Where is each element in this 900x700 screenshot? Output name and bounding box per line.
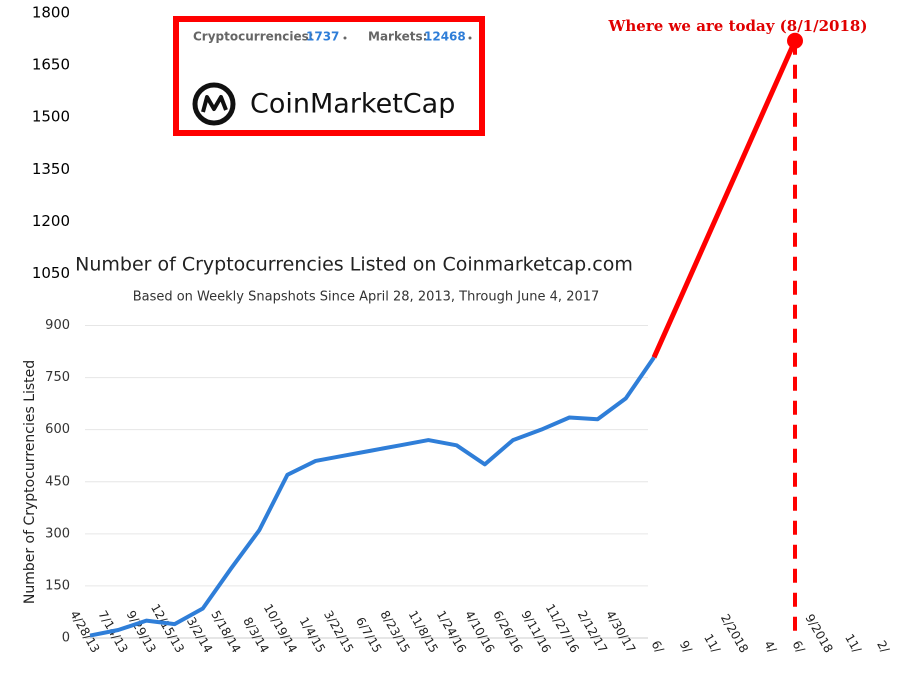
y-tick-label: 450	[45, 474, 70, 489]
x-tick-label: 1/4/15	[297, 615, 328, 655]
x-tick-label: 8/3/14	[240, 615, 271, 655]
crypto-label: Cryptocurrencies:	[193, 30, 314, 44]
bullet	[468, 36, 472, 40]
y-tick-label: 900	[45, 318, 70, 333]
y-tick-label: 1650	[32, 56, 70, 74]
chart-title: Number of Cryptocurrencies Listed on Coi…	[75, 254, 633, 276]
x-tick-label: 6/	[649, 638, 667, 656]
x-tick-label: 3/2/14	[184, 615, 215, 655]
y-tick-label: 1500	[32, 108, 70, 126]
logo-box	[173, 16, 485, 136]
markets-count: 12468	[424, 30, 466, 44]
y-tick-label: 150	[45, 578, 70, 593]
brand: CoinMarketCap	[250, 89, 455, 120]
y-axis-label: Number of Cryptocurrencies Listed	[22, 360, 38, 604]
x-tick-label: 2/	[874, 638, 892, 656]
y-tick-label: 300	[45, 526, 70, 541]
y-tick-label: 1800	[32, 4, 70, 22]
y-tick-label: 600	[45, 422, 70, 437]
chart-subtitle: Based on Weekly Snapshots Since April 28…	[133, 290, 600, 305]
crypto-count: 1737	[306, 30, 339, 44]
today-point	[787, 32, 803, 49]
y-tick-label: 1350	[32, 160, 70, 178]
series-line	[89, 356, 656, 638]
x-tick-label: 11/	[842, 632, 864, 657]
logo-icon	[192, 82, 236, 126]
bullet	[343, 36, 347, 40]
x-tick-label: 4/	[761, 638, 779, 656]
markets-label: Markets:	[368, 30, 427, 44]
x-tick-label: 6/	[790, 638, 808, 656]
x-tick-label: 9/	[677, 638, 695, 656]
x-tick-label: 6/7/15	[353, 615, 384, 655]
y-tick-label: 750	[45, 370, 70, 385]
x-tick-label: 9/2018	[802, 612, 835, 656]
y-tick-label: 1050	[32, 264, 70, 282]
x-tick-label: 11/	[701, 632, 723, 657]
y-tick-label: 1200	[32, 212, 70, 230]
y-tick-label: 0	[62, 631, 70, 646]
x-tick-label: 2/2018	[718, 612, 751, 656]
annotation: Where we are today (8/1/2018)	[608, 17, 868, 35]
series-line	[651, 39, 798, 359]
